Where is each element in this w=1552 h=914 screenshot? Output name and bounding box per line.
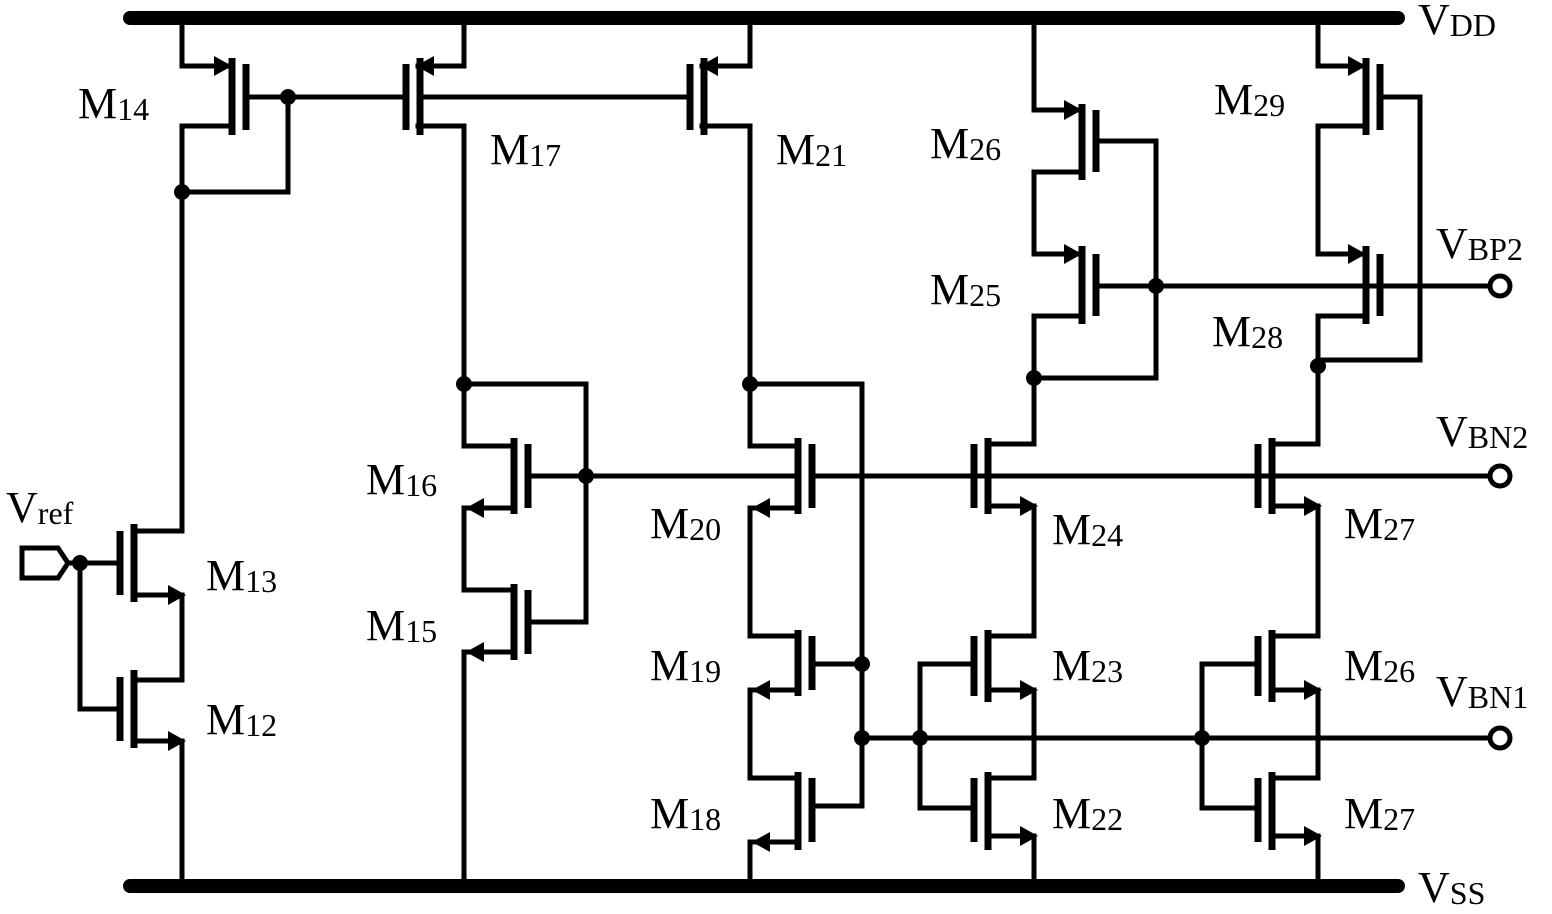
m28-label: M28 [1212,307,1283,356]
transistor-m20 [747,381,816,639]
vdd-label: VDD [1418,0,1496,44]
vbn1-output-pin [1487,725,1513,751]
transistor-m27-mid [1254,438,1322,639]
m26-top-label: M26 [930,119,1001,168]
m29-label: M29 [1214,75,1285,124]
transistor-m18 [747,772,816,889]
vbp2-output-pin [1487,273,1513,299]
transistor-m23 [970,630,1038,781]
m18-label: M18 [650,789,721,838]
transistor-m27-bottom [1254,772,1322,889]
m29-gate-tie [1315,94,1423,363]
transistor-m17 [402,15,467,387]
m13-label: M13 [206,551,277,600]
m14-diode-wire [179,94,291,195]
m24-label: M24 [1052,505,1123,554]
vbn2-output-pin [1487,463,1513,489]
vref-to-m12-gate [77,560,123,712]
m16-drain-to-gate-wire [461,381,589,625]
vbn2-label: VBN2 [1436,407,1528,456]
transistor-m15 [461,584,532,889]
transistor-m14 [179,15,250,195]
m27-mid-label: M27 [1344,499,1415,548]
m26-bottom-label: M26 [1344,641,1415,690]
transistor-m26-top [1031,15,1100,257]
transistor-m21 [686,15,753,387]
m27-bottom-label: M27 [1344,789,1415,838]
transistor-m28 [1315,244,1384,447]
m14-label: M14 [78,79,149,128]
m21-drain-to-m19-gate-wire [747,381,865,809]
m19-label: M19 [650,641,721,690]
vbn1-label: VBN1 [1436,667,1528,716]
transistor-m16 [461,381,532,593]
transistor-m25 [1031,244,1100,447]
m23-label: M23 [1052,641,1123,690]
vref-input-pin [19,545,72,581]
junction-dots [72,89,1326,746]
transistor-m26-bottom [1254,630,1322,781]
transistor-m19 [747,630,816,781]
m22-label: M22 [1052,789,1123,838]
m15-label: M15 [366,601,437,650]
transistor-m22 [970,772,1038,889]
transistor-m24 [970,438,1038,639]
m20-label: M20 [650,499,721,548]
vss-label: VSS [1418,863,1485,912]
vbp2-label: VBP2 [1436,219,1523,268]
m21-label: M21 [776,125,847,174]
m16-label: M16 [366,455,437,504]
m26-m25-gate-tie [1031,138,1159,381]
transistor-m13 [116,524,186,683]
m12-label: M12 [206,695,277,744]
m25-label: M25 [930,265,1001,314]
m17-label: M17 [490,125,561,174]
vref-label: Vref [6,483,74,532]
transistor-m29 [1315,15,1384,257]
transistor-m12 [116,670,186,889]
